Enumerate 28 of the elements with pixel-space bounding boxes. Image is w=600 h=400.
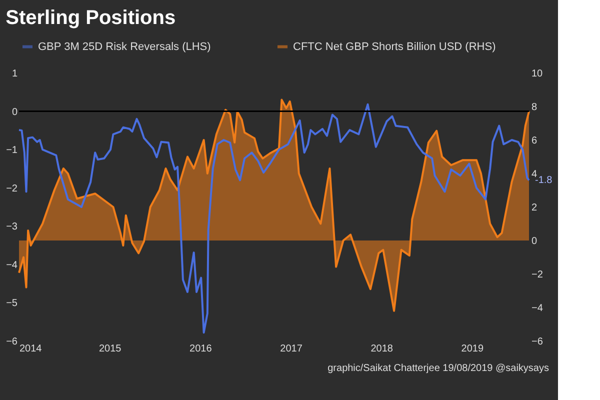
- text: graphic/Saikat Chatterjee 19/08/2019 @saikysays: [328, 363, 549, 374]
- y-tick-label: −1: [6, 145, 18, 156]
- x-tick-label: 2019: [461, 344, 484, 354]
- y-tick-label: −2: [6, 183, 18, 194]
- y2-tick-label: −6: [532, 336, 544, 348]
- y-tick-label: 0: [12, 106, 18, 118]
- legend-label: CFTC Net GBP Shorts Billion USD (RHS): [293, 40, 496, 53]
- x-tick-label: 2016: [190, 344, 212, 354]
- y2-tick-label: 2: [532, 202, 538, 214]
- chart-title: Sterling Positions: [6, 7, 176, 29]
- y-tick-label: −4: [6, 260, 18, 271]
- y2-tick-label: −4: [532, 303, 544, 314]
- y2-tick-label: 8: [532, 102, 538, 113]
- x-tick-label: 2014: [20, 344, 42, 354]
- legend-label: GBP 3M 25D Risk Reversals (LHS): [38, 40, 211, 53]
- y-tick-label: −5: [6, 298, 18, 310]
- annotation: -1.8: [535, 175, 553, 186]
- y-tick-label: 1: [12, 68, 18, 80]
- y2-tick-label: 6: [532, 136, 538, 146]
- x-tick-label: 2017: [280, 344, 303, 354]
- y-tick-label: −6: [6, 336, 18, 348]
- y2-tick-label: 0: [532, 236, 538, 247]
- y2-tick-label: 4: [532, 169, 538, 180]
- y2-tick-label: 10: [532, 68, 544, 80]
- y2-tick-label: −2: [532, 270, 544, 280]
- y-tick-label: −3: [6, 222, 18, 233]
- x-tick-label: 2015: [98, 344, 122, 354]
- x-tick-label: 2018: [370, 344, 394, 354]
